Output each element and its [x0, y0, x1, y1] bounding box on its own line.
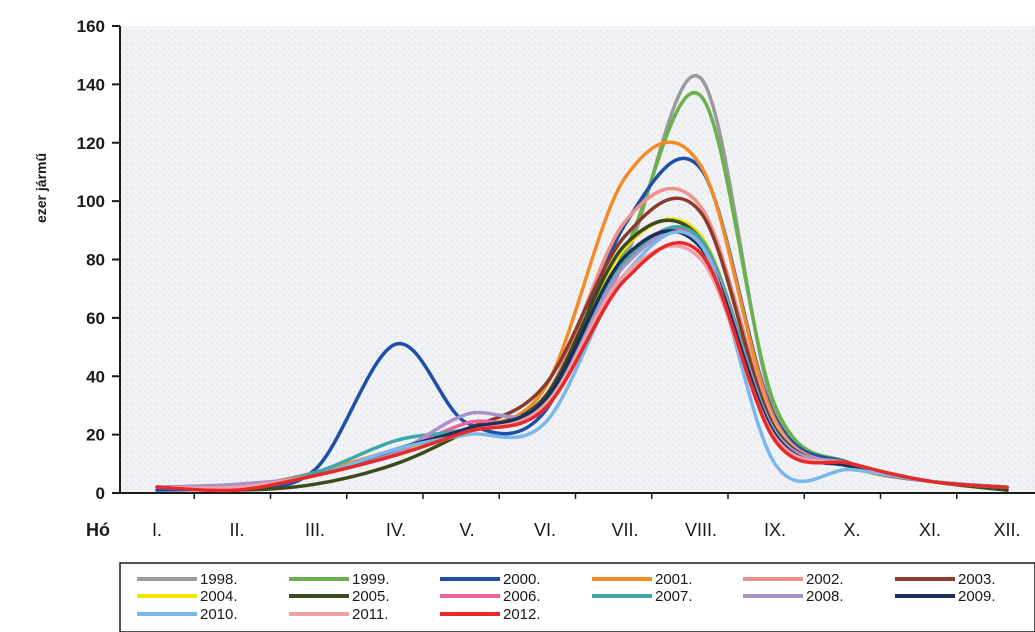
- legend-label: 2007.: [655, 588, 693, 605]
- legend-label: 2006.: [503, 588, 541, 605]
- series-layer: [155, 74, 1009, 493]
- x-axis: I. II. III. IV. V. VI. VII. VIII. IX. X. XI. XII.: [120, 492, 1035, 540]
- plot-area: [120, 26, 1035, 493]
- y-tick-label: 120: [77, 134, 105, 153]
- legend-label: 2008.: [806, 588, 844, 605]
- y-tick-label: 140: [77, 75, 105, 94]
- x-tick-label: VIII.: [685, 520, 717, 540]
- x-tick-label: I.: [152, 520, 162, 540]
- x-tick-label: XII.: [993, 520, 1020, 540]
- legend-label: 2011.: [352, 606, 388, 623]
- x-tick-label: X.: [843, 520, 860, 540]
- x-tick-label: II.: [229, 520, 244, 540]
- legend-label: 2012.: [503, 606, 541, 623]
- y-axis: 0 20 40 60 80 100 120 140 160: [77, 17, 121, 503]
- legend-label: 2005.: [352, 588, 390, 605]
- y-tick-label: 40: [86, 367, 105, 386]
- series-line-2012: [155, 240, 1009, 493]
- x-tick-label: V.: [459, 520, 474, 540]
- legend-label: 1999.: [352, 571, 390, 588]
- x-tick-label: VII.: [611, 520, 638, 540]
- legend-box: [119, 562, 1035, 632]
- legend-label: 2010.: [200, 606, 238, 623]
- y-tick-label: 20: [86, 426, 105, 445]
- legend-label: 2004.: [200, 588, 238, 605]
- legend-label: 2003.: [958, 571, 996, 588]
- legend-label: 2000.: [503, 571, 541, 588]
- legend-label: 2009.: [958, 588, 996, 605]
- x-axis-title: Hó: [86, 520, 110, 540]
- x-tick-label: III.: [305, 520, 325, 540]
- y-axis-title: ezer jármű: [33, 153, 49, 223]
- legend-label: 2002.: [806, 571, 844, 588]
- legend-label: 1998.: [200, 571, 238, 588]
- y-tick-label: 100: [77, 192, 105, 211]
- x-tick-label: IV.: [386, 520, 406, 540]
- y-tick-label: 160: [77, 17, 105, 36]
- y-tick-label: 0: [96, 484, 105, 503]
- legend: 1998. 1999. 2000. 2001. 2002. 2003. 2004. 2005.…: [137, 571, 996, 623]
- x-tick-label: IX.: [764, 520, 786, 540]
- legend-label: 2001.: [655, 571, 693, 588]
- x-tick-label: XI.: [919, 520, 941, 540]
- x-tick-label: VI.: [534, 520, 556, 540]
- y-tick-label: 60: [86, 309, 105, 328]
- y-tick-label: 80: [86, 251, 105, 270]
